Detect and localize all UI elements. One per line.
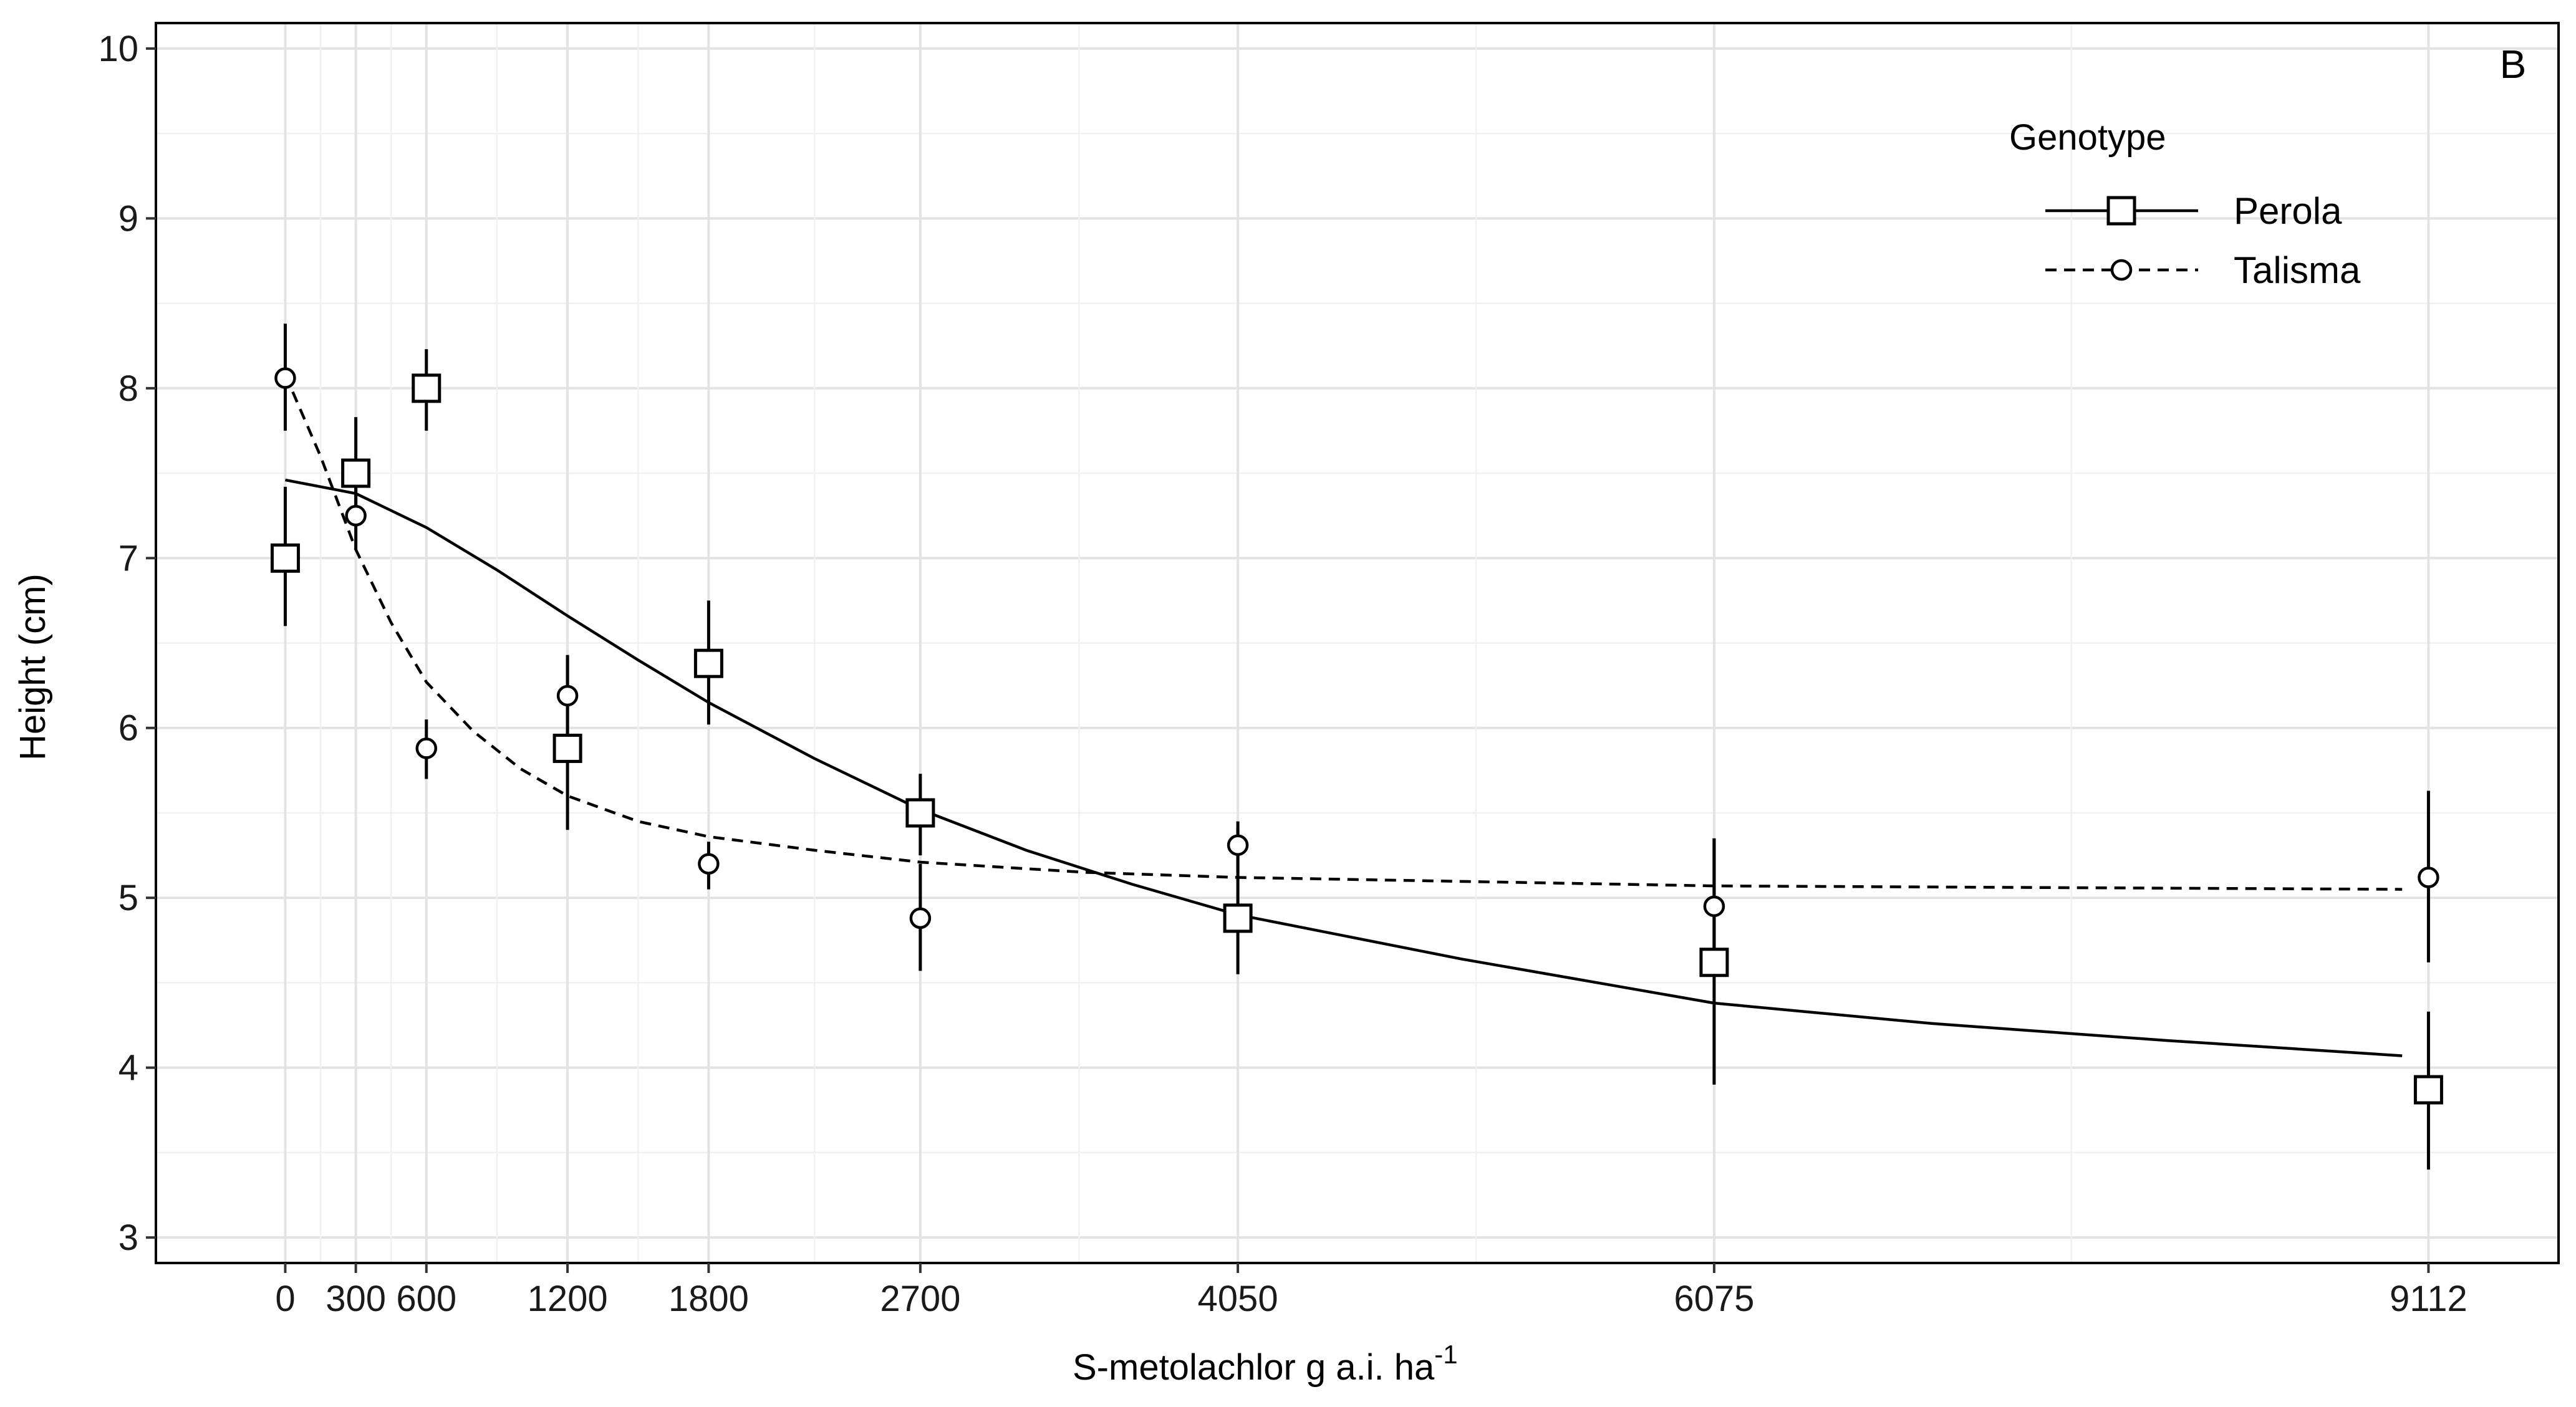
data-point-talisma <box>1703 895 1725 918</box>
data-point-talisma <box>415 737 438 759</box>
data-point-talisma <box>1227 834 1249 856</box>
data-point-perola <box>341 458 371 488</box>
data-point-talisma <box>909 907 932 929</box>
y-tick-label: 9 <box>118 198 138 239</box>
data-point-perola <box>693 648 723 678</box>
x-tick-label: 4050 <box>1198 1279 1278 1319</box>
x-axis-title-superscript: -1 <box>1434 1340 1457 1369</box>
y-tick-label: 10 <box>98 29 138 69</box>
data-point-perola <box>905 798 935 828</box>
data-point-perola <box>2413 1075 2443 1105</box>
x-tick-label: 1200 <box>528 1279 608 1319</box>
legend-key-marker-perola <box>2106 196 2136 226</box>
y-axis-ticks: 3 4 5 6 7 8 9 10 <box>98 29 156 1258</box>
data-point-perola <box>552 733 582 763</box>
x-tick-label: 6075 <box>1674 1279 1754 1319</box>
data-point-talisma <box>2418 867 2439 888</box>
data-point-perola <box>270 543 300 573</box>
x-tick-label: 2700 <box>880 1279 960 1319</box>
data-point-perola <box>1699 948 1729 977</box>
panel-label: B <box>2500 42 2527 87</box>
legend-label-perola: Perola <box>2234 190 2342 232</box>
data-point-talisma <box>274 367 296 389</box>
y-tick-label: 8 <box>118 368 138 409</box>
y-tick-label: 5 <box>118 878 138 918</box>
x-tick-label: 0 <box>275 1279 295 1319</box>
x-tick-label: 600 <box>396 1279 456 1319</box>
y-tick-label: 6 <box>118 708 138 749</box>
legend-key-marker-talisma <box>2110 259 2133 281</box>
x-axis-ticks: 0 300 600 1200 1800 2700 4050 6075 9112 <box>275 1263 2467 1319</box>
data-markers <box>270 367 2443 1105</box>
data-point-talisma <box>556 684 579 707</box>
x-tick-label: 1800 <box>668 1279 749 1319</box>
y-axis-title: Height (cm) <box>12 574 53 761</box>
y-tick-label: 7 <box>118 538 138 579</box>
panel-border <box>155 22 2560 1264</box>
data-point-perola <box>412 373 441 403</box>
grid <box>156 23 2559 1263</box>
data-point-perola <box>1223 903 1253 933</box>
fit-line-talisma <box>284 374 2403 891</box>
legend: Genotype Perola Talisma <box>2009 117 2361 291</box>
x-tick-label: 300 <box>326 1279 386 1319</box>
data-point-talisma <box>698 853 720 875</box>
data-point-talisma <box>345 504 367 527</box>
x-axis-title: S-metolachlor g a.i. ha-1 <box>1073 1340 1458 1388</box>
y-tick-label: 4 <box>118 1048 138 1088</box>
legend-label-talisma: Talisma <box>2234 249 2361 291</box>
legend-title: Genotype <box>2009 117 2166 158</box>
y-tick-label: 3 <box>118 1217 138 1258</box>
x-tick-label: 9112 <box>2390 1279 2467 1319</box>
x-axis-title-main: S-metolachlor g a.i. ha <box>1073 1347 1435 1388</box>
